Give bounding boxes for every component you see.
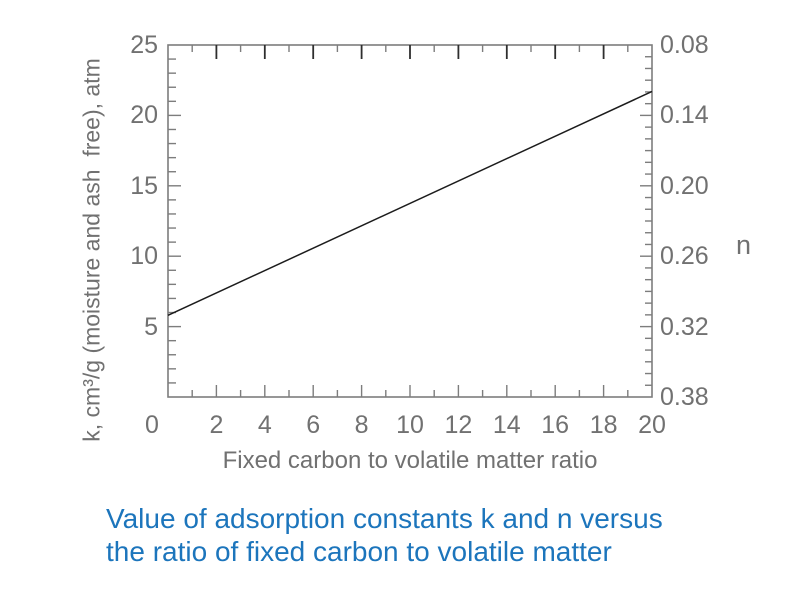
x-axis-title: Fixed carbon to volatile matter ratio bbox=[222, 447, 598, 474]
y-right-tick-label: 0.38 bbox=[660, 383, 709, 411]
x-tick-label: 10 bbox=[396, 411, 424, 439]
caption-line-2: the ratio of fixed carbon to volatile ma… bbox=[106, 536, 612, 567]
y-left-axis-title: k, cm³/g (moisture and ash free), atm bbox=[78, 58, 105, 442]
x-tick-label: 4 bbox=[257, 411, 272, 439]
x-tick-label: 6 bbox=[306, 411, 321, 439]
x-tick-label: 8 bbox=[354, 411, 369, 439]
x-tick-label: 2 bbox=[209, 411, 224, 439]
figure-caption: Value of adsorption constants k and n ve… bbox=[106, 502, 663, 568]
y-right-tick-label: 0.32 bbox=[660, 312, 709, 341]
x-tick-label: 14 bbox=[492, 411, 521, 439]
y-left-tick-label: 10 bbox=[130, 242, 158, 271]
x-tick-label: 16 bbox=[541, 411, 570, 439]
y-right-axis-title: n bbox=[736, 230, 752, 260]
x-tick-label: 20 bbox=[638, 411, 666, 439]
y-right-tick-label: 0.08 bbox=[660, 31, 709, 59]
caption-line-1: Value of adsorption constants k and n ve… bbox=[106, 503, 663, 534]
x-tick-label: 0 bbox=[145, 411, 159, 439]
data-line bbox=[167, 90, 653, 317]
plot-frame bbox=[167, 44, 653, 398]
x-tick-label: 18 bbox=[589, 411, 618, 439]
y-right-tick-label: 0.20 bbox=[660, 171, 709, 200]
y-left-tick-label: 15 bbox=[130, 171, 158, 200]
y-right-tick-label: 0.14 bbox=[660, 101, 709, 130]
y-left-tick-label: 20 bbox=[130, 101, 158, 130]
x-tick-label: 12 bbox=[444, 411, 473, 439]
y-left-tick-label: 25 bbox=[130, 31, 158, 59]
y-right-tick-label: 0.26 bbox=[660, 242, 709, 271]
y-left-tick-label: 5 bbox=[144, 312, 158, 341]
